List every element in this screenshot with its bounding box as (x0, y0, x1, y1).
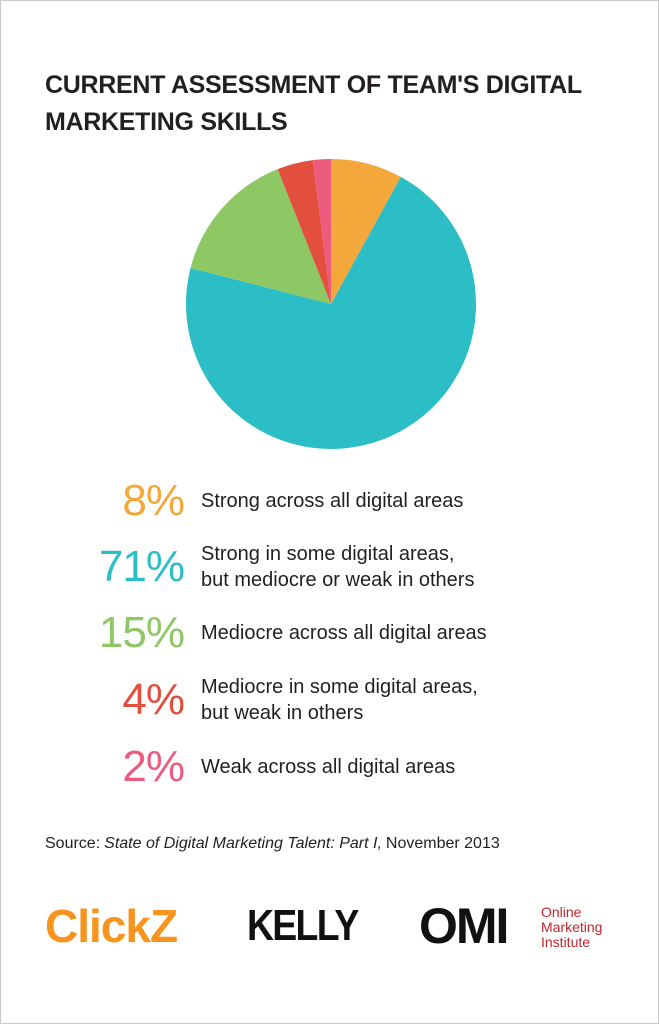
kelly-logo: KELLY (247, 901, 359, 950)
pie-chart (186, 159, 476, 449)
omi-name: Online Marketing Institute (541, 905, 602, 950)
omi-name-line: Marketing (541, 919, 603, 935)
value-label: 4% (122, 675, 185, 724)
clickz-logo: ClickZ (45, 900, 178, 952)
pie-slice (190, 169, 331, 304)
omi-name-line: Institute (541, 934, 591, 950)
value-label: 71% (98, 542, 185, 591)
category-label: Mediocre in some digital areas, but weak… (201, 676, 478, 724)
pie-slice (277, 160, 331, 304)
source-prefix: Source: (45, 835, 101, 852)
source-date: November 2013 (385, 835, 500, 852)
category-label: Mediocre across all digital areas (201, 622, 487, 644)
source: Source: State of Digital Marketing Talent… (45, 835, 500, 853)
source-title: State of Digital Marketing Talent: Part … (104, 835, 382, 852)
value-label: 15% (98, 608, 185, 657)
omi-logo: OMI (419, 898, 509, 954)
legend-item: 71% Strong in some digital areas, but med… (1, 541, 658, 593)
pie-slice (312, 159, 331, 304)
category-label: Strong in some digital areas, but medioc… (201, 543, 475, 591)
legend-item: 15% Mediocre across all digital areas (1, 607, 658, 659)
value-label: 8% (122, 476, 185, 525)
legend-item: 8% Strong across all digital areas (1, 475, 658, 527)
category-label: Weak across all digital areas (201, 756, 456, 778)
value-label: 2% (122, 742, 185, 791)
pie-slice (331, 159, 401, 304)
pie-slice (186, 176, 476, 449)
legend-item: 4% Mediocre in some digital areas, but we… (1, 674, 658, 726)
legend-item: 2% Weak across all digital areas (1, 741, 658, 793)
omi-name-line: Online (541, 904, 582, 920)
category-label: Strong across all digital areas (201, 490, 464, 512)
chart-title: CURRENT ASSESSMENT OF TEAM'S DIGITAL MAR… (45, 71, 582, 136)
